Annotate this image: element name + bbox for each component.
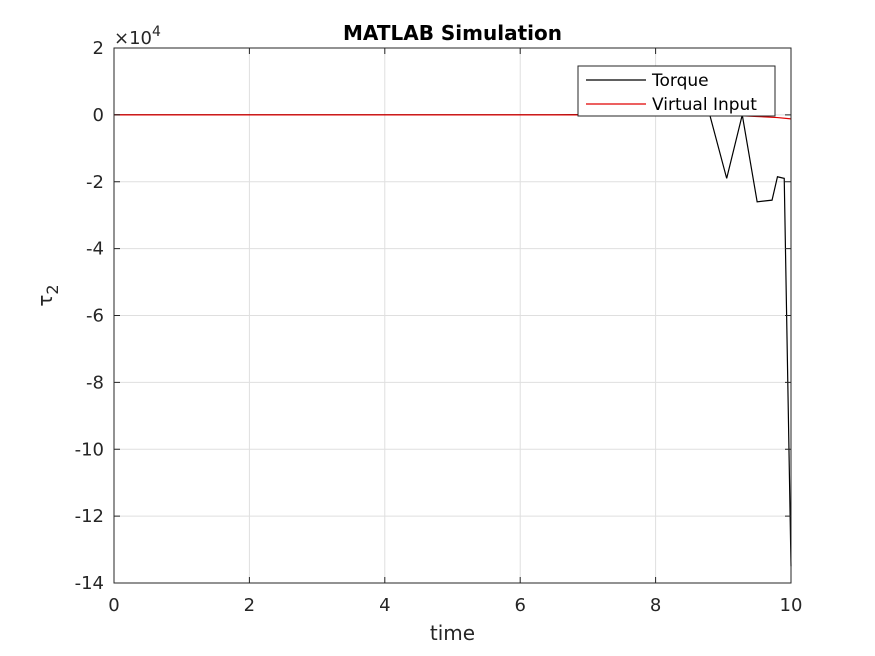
legend: Torque Virtual Input — [577, 65, 776, 117]
legend-label: Virtual Input — [652, 95, 757, 115]
y-exponent-power: 4 — [152, 24, 161, 40]
x-tick-label: 6 — [514, 595, 525, 616]
y-tick-label: -4 — [86, 239, 104, 260]
y-tick-label: -8 — [86, 372, 104, 393]
y-tick-label: 2 — [93, 38, 104, 59]
y-tick-label: -10 — [75, 439, 104, 460]
chart-title: MATLAB Simulation — [343, 21, 562, 45]
grid — [113, 47, 792, 584]
legend-box — [577, 65, 776, 117]
y-tick-label: -12 — [75, 506, 104, 527]
legend-label: Torque — [651, 71, 709, 91]
y-exponent-label: ×104 — [114, 24, 161, 49]
x-tick-label: 0 — [108, 595, 119, 616]
ticks: 0 2 4 6 8 10 2 0 -2 -4 -6 -8 -10 -12 -14 — [75, 38, 803, 616]
x-tick-label: 2 — [244, 595, 255, 616]
x-tick-label: 8 — [650, 595, 661, 616]
y-exponent-base: ×10 — [114, 28, 152, 49]
x-tick-label: 10 — [780, 595, 803, 616]
x-tick-label: 4 — [379, 595, 390, 616]
y-tick-label: -14 — [75, 573, 104, 594]
y-tick-label: 0 — [93, 105, 104, 126]
y-axis-label-base: τ — [33, 295, 57, 307]
y-tick-label: -6 — [86, 306, 104, 327]
y-axis-label: τ2 — [33, 284, 62, 306]
y-tick-label: -2 — [86, 172, 104, 193]
y-axis-label-sub: 2 — [43, 284, 62, 294]
x-axis-label: time — [430, 621, 475, 645]
series-line-virtual-input — [114, 114, 792, 120]
